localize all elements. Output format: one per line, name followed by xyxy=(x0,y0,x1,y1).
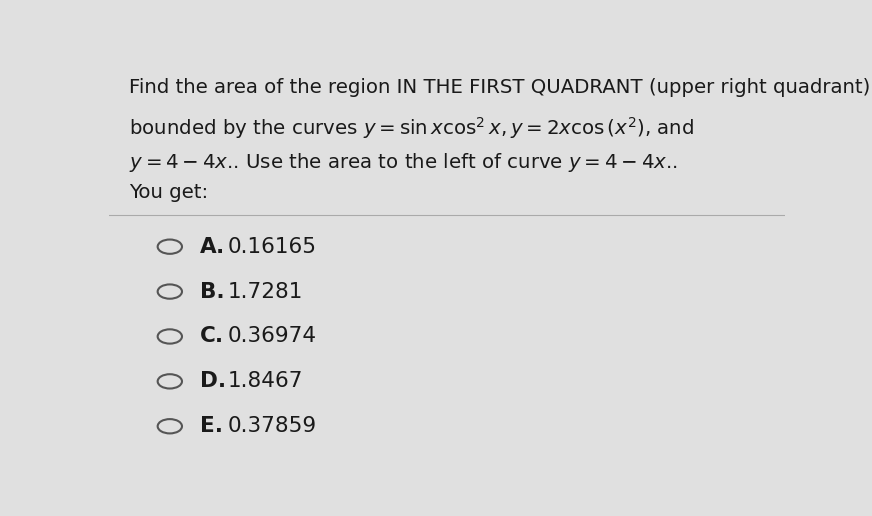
Text: B.: B. xyxy=(201,282,225,301)
Text: D.: D. xyxy=(201,372,227,391)
Text: You get:: You get: xyxy=(129,183,208,202)
Text: 0.36974: 0.36974 xyxy=(228,327,317,346)
Text: bounded by the curves $y = \sin x \cos^2 x, y = 2x \cos \left(x^2\right)$, and: bounded by the curves $y = \sin x \cos^2… xyxy=(129,116,694,141)
Text: E.: E. xyxy=(201,416,223,436)
Text: 0.16165: 0.16165 xyxy=(228,237,317,256)
Text: A.: A. xyxy=(201,237,226,256)
Text: C.: C. xyxy=(201,327,224,346)
Text: $y = 4 - 4x$.. Use the area to the left of curve $y = 4 - 4x$..: $y = 4 - 4x$.. Use the area to the left … xyxy=(129,151,678,174)
Text: Find the area of the region IN THE FIRST QUADRANT (upper right quadrant): Find the area of the region IN THE FIRST… xyxy=(129,78,870,97)
Text: 0.37859: 0.37859 xyxy=(228,416,317,436)
Text: 1.7281: 1.7281 xyxy=(228,282,303,301)
Text: 1.8467: 1.8467 xyxy=(228,372,303,391)
